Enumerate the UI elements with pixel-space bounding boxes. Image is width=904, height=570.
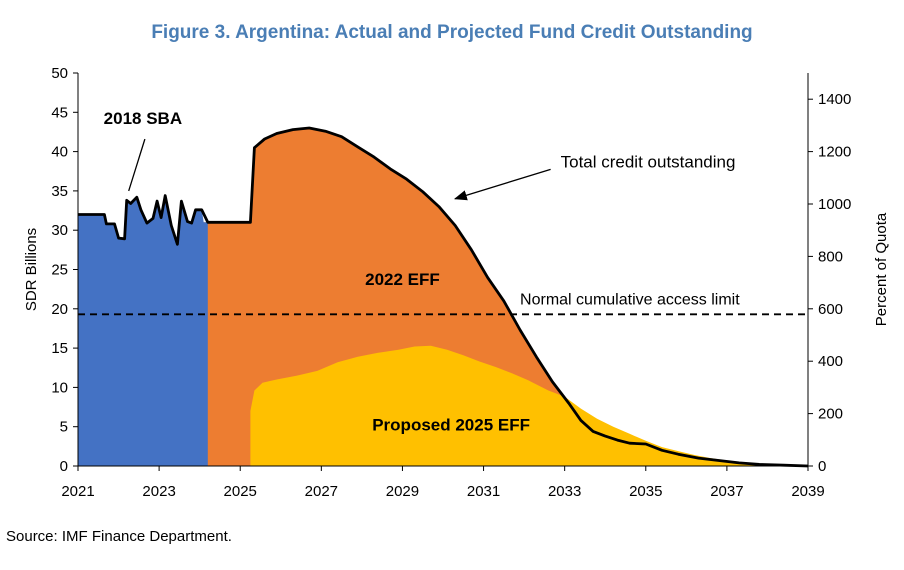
y-tick-label: 20 [51, 301, 68, 318]
y-tick-label: 45 [51, 104, 68, 121]
x-tick-label: 2039 [791, 483, 824, 500]
y-tick-label: 50 [51, 65, 68, 82]
x-tick-label: 2025 [224, 483, 257, 500]
2018-sba-area [78, 195, 208, 466]
source-note: Source: IMF Finance Department. [6, 528, 232, 545]
y2-tick-label: 0 [818, 458, 826, 475]
y2-tick-label: 800 [818, 248, 843, 265]
y2-tick-label: 400 [818, 353, 843, 370]
y2-tick-label: 600 [818, 301, 843, 318]
proposed-2025-eff-label: Proposed 2025 EFF [372, 416, 530, 435]
x-tick-label: 2033 [548, 483, 581, 500]
total-credit-line [78, 126, 809, 468]
y-tick-label: 35 [51, 183, 68, 200]
2018-sba-label: 2018 SBA [104, 109, 182, 128]
y-tick-label: 10 [51, 379, 68, 396]
x-tick-label: 2031 [467, 483, 500, 500]
y-axis-title: SDR Billions [23, 228, 40, 311]
y-tick-label: 15 [51, 340, 68, 357]
y-tick-label: 40 [51, 144, 68, 161]
access-limit-label: Normal cumulative access limit [520, 291, 740, 308]
total-credit-outstanding-label: Total credit outstanding [561, 152, 736, 171]
y-tick-label: 0 [60, 458, 68, 475]
2022-eff-label: 2022 EFF [365, 270, 440, 289]
sba-leader-line [128, 138, 146, 192]
x-tick-label: 2035 [629, 483, 662, 500]
y-tick-label: 30 [51, 222, 68, 239]
x-tick-label: 2029 [386, 483, 419, 500]
y2-tick-label: 1200 [818, 144, 851, 161]
x-tick-label: 2023 [142, 483, 175, 500]
y2-tick-label: 200 [818, 406, 843, 423]
y2-tick-label: 1000 [818, 196, 851, 213]
y2-tick-label: 1400 [818, 91, 851, 108]
chart-title: Figure 3. Argentina: Actual and Projecte… [151, 22, 753, 43]
y-tick-label: 25 [51, 262, 68, 279]
y2-axis-title: Percent of Quota [873, 212, 890, 326]
y-tick-label: 5 [60, 419, 68, 436]
x-tick-label: 2021 [61, 483, 94, 500]
total-credit-arrow [453, 168, 551, 201]
credit-outstanding-chart: 0510152025303540455002004006008001000120… [23, 65, 890, 500]
x-tick-label: 2027 [305, 483, 338, 500]
x-tick-label: 2037 [710, 483, 743, 500]
proposed-2025-eff-area [250, 345, 800, 466]
